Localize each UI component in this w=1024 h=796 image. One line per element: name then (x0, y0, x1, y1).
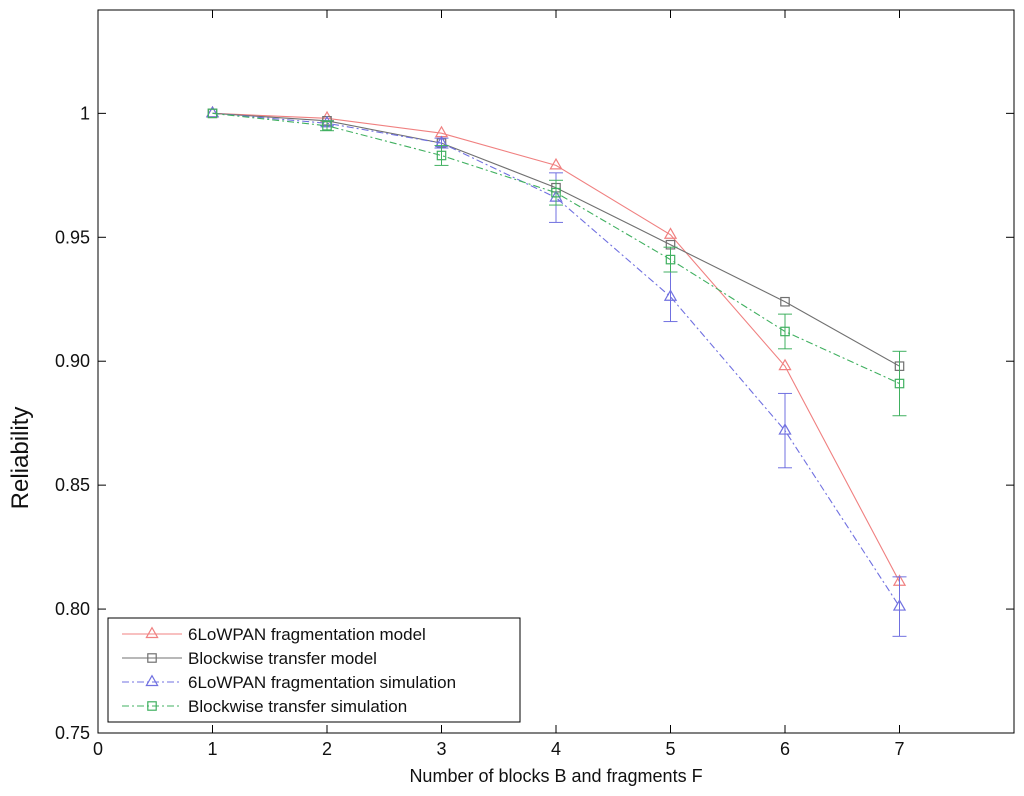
plot-area (97, 9, 1015, 734)
data-point (663, 227, 678, 239)
data-point (894, 378, 905, 389)
data-point (780, 296, 790, 307)
data-point (892, 599, 907, 611)
x-tick-label: 4 (551, 739, 561, 759)
x-tick-label: 6 (780, 739, 790, 759)
x-tick-label: 3 (436, 739, 446, 759)
x-tick-label: 0 (93, 739, 103, 759)
legend-marker (147, 653, 157, 663)
data-point (322, 120, 332, 131)
data-point (551, 187, 561, 198)
data-point (663, 289, 678, 301)
legend-item: Blockwise transfer model (122, 649, 377, 668)
x-tick-label: 1 (207, 739, 217, 759)
y-axis-label: Reliability (7, 407, 34, 510)
legend-marker (145, 674, 159, 687)
legend-label: 6LoWPAN fragmentation simulation (188, 673, 456, 692)
y-tick-label: 1 (80, 103, 90, 123)
legend-marker (145, 626, 159, 639)
legend-box (107, 617, 521, 723)
x-axis-label: Number of blocks B and fragments F (409, 766, 702, 786)
axis-ticks: 0 1 2 3 4 5 6 7 0.75 0.80 0.85 0.90 0.95 1 (55, 10, 1014, 759)
data-point (205, 105, 220, 118)
series-4 (207, 108, 907, 417)
legend-label: Blockwise transfer model (188, 649, 377, 668)
x-tick-label: 5 (665, 739, 675, 759)
series-3 (205, 105, 907, 637)
legend-item: 6LoWPAN fragmentation simulation (122, 673, 456, 692)
y-tick-label: 0.80 (55, 599, 90, 619)
data-point (549, 157, 563, 170)
legend-item: 6LoWPAN fragmentation model (122, 625, 426, 644)
data-point (778, 423, 792, 435)
y-tick-label: 0.75 (55, 723, 90, 743)
data-point (778, 358, 792, 371)
y-tick-label: 0.90 (55, 351, 90, 371)
data-point (780, 326, 790, 337)
data-point (207, 108, 218, 119)
y-tick-label: 0.85 (55, 475, 90, 495)
x-tick-label: 7 (894, 739, 904, 759)
legend-label: 6LoWPAN fragmentation model (188, 625, 426, 644)
legend: 6LoWPAN fragmentation model Blockwise tra… (107, 617, 521, 723)
legend-marker (147, 701, 157, 711)
legend-label: Blockwise transfer simulation (188, 697, 407, 716)
data-point (665, 254, 676, 265)
series-line (212, 112, 900, 583)
y-tick-label: 0.95 (55, 227, 90, 247)
x-tick-label: 2 (322, 739, 332, 759)
legend-item: Blockwise transfer simulation (122, 697, 407, 716)
data-point (436, 150, 447, 161)
series-layer (205, 105, 907, 637)
